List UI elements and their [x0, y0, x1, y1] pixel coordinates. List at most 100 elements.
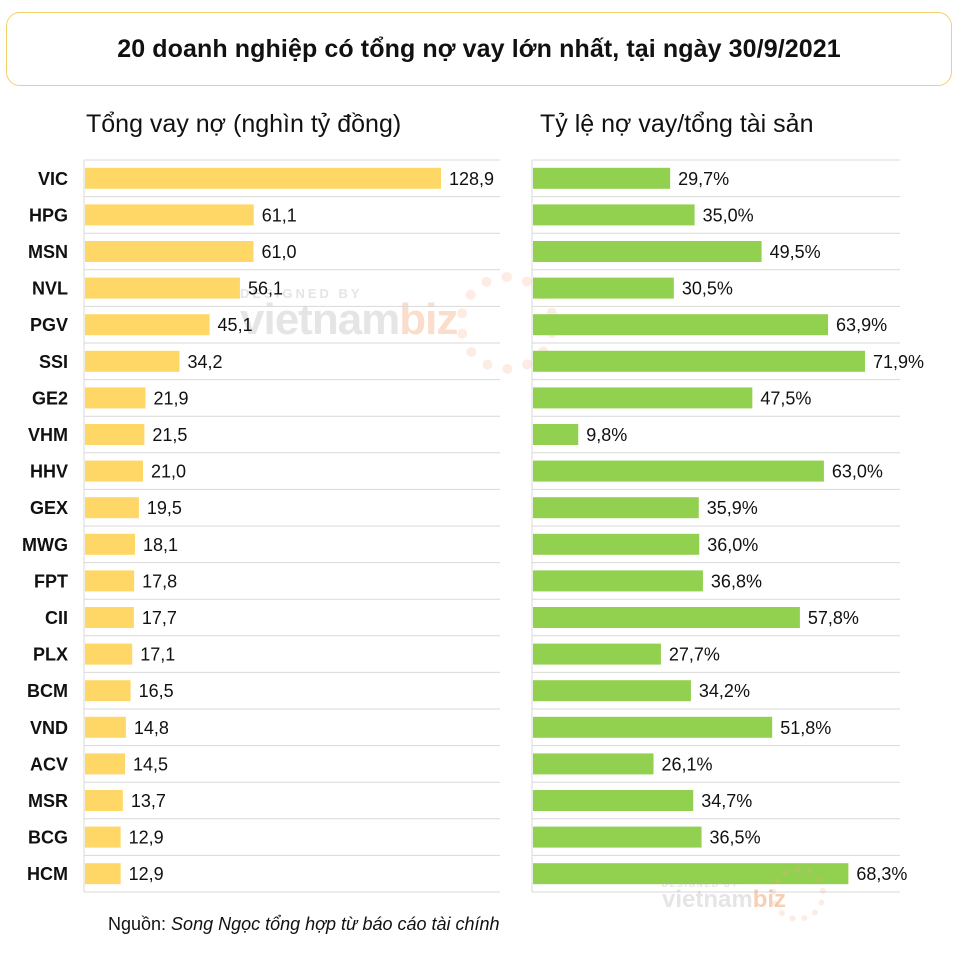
left-value-label: 16,5	[139, 681, 174, 701]
left-bar-fpt	[85, 570, 135, 592]
watermark-corner-ring	[770, 866, 826, 922]
source-note: Nguồn: Song Ngọc tổng hợp từ báo cáo tài…	[108, 914, 500, 935]
left-bar-msr	[85, 790, 123, 811]
right-bar-mwg	[533, 533, 700, 555]
left-bar-hpg	[85, 204, 254, 226]
category-label-gex: GEX	[30, 498, 68, 518]
category-label-plx: PLX	[33, 645, 68, 665]
left-bar-bcg	[85, 826, 121, 848]
left-value-label: 21,0	[151, 462, 186, 482]
category-label-bcm: BCM	[27, 681, 68, 701]
right-value-label: 49,5%	[770, 242, 821, 262]
left-bar-plx	[85, 643, 133, 665]
left-value-label: 61,0	[261, 242, 296, 262]
right-value-label: 57,8%	[808, 608, 859, 628]
chart-title-box: 20 doanh nghiệp có tổng nợ vay lớn nhất,…	[6, 12, 952, 86]
right-value-label: 27,7%	[669, 645, 720, 665]
left-bar-acv	[85, 753, 126, 775]
right-bar-acv	[533, 753, 654, 775]
left-bar-vnd	[85, 716, 126, 738]
source-text: Song Ngọc tổng hợp từ báo cáo tài chính	[171, 914, 500, 934]
right-value-label: 63,9%	[836, 315, 887, 335]
left-bar-vic	[85, 167, 441, 189]
category-label-vnd: VND	[30, 718, 68, 738]
category-label-pgv: PGV	[30, 315, 68, 335]
right-bar-vic	[533, 167, 671, 189]
left-bar-mwg	[85, 533, 135, 555]
right-bar-ge2	[533, 387, 753, 409]
right-value-label: 30,5%	[682, 279, 733, 299]
category-label-nvl: NVL	[32, 279, 68, 299]
right-value-label: 71,9%	[873, 352, 924, 372]
right-bar-ssi	[533, 350, 865, 372]
left-bar-hhv	[85, 460, 143, 482]
right-bar-msr	[533, 790, 694, 811]
left-value-label: 12,9	[129, 864, 164, 884]
left-value-label: 61,1	[262, 205, 297, 225]
left-value-label: 21,5	[152, 425, 187, 445]
left-value-label: 18,1	[143, 535, 178, 555]
right-panel-title: Tỷ lệ nợ vay/tổng tài sản	[540, 110, 814, 138]
left-value-label: 34,2	[187, 352, 222, 372]
left-value-label: 13,7	[131, 791, 166, 811]
right-bar-vnd	[533, 716, 773, 738]
right-value-label: 63,0%	[832, 462, 883, 482]
right-value-label: 36,8%	[711, 571, 762, 591]
source-prefix: Nguồn:	[108, 914, 172, 934]
left-value-label: 45,1	[218, 315, 253, 335]
right-bar-gex	[533, 497, 699, 519]
right-bar-msn	[533, 241, 762, 262]
right-bar-fpt	[533, 570, 703, 592]
category-label-hpg: HPG	[29, 205, 68, 225]
left-bar-ge2	[85, 387, 146, 409]
category-label-fpt: FPT	[34, 571, 68, 591]
left-value-label: 128,9	[449, 169, 494, 189]
chart-title: 20 doanh nghiệp có tổng nợ vay lớn nhất,…	[117, 34, 841, 63]
left-bar-gex	[85, 497, 139, 519]
left-value-label: 21,9	[153, 388, 188, 408]
left-value-label: 17,1	[140, 645, 175, 665]
left-bar-pgv	[85, 314, 210, 336]
right-bar-bcg	[533, 826, 702, 848]
category-label-hhv: HHV	[30, 462, 68, 482]
right-value-label: 36,5%	[710, 828, 761, 848]
category-label-acv: ACV	[30, 754, 68, 774]
left-value-label: 12,9	[129, 828, 164, 848]
right-bar-nvl	[533, 277, 674, 299]
right-value-label: 36,0%	[707, 535, 758, 555]
right-bar-pgv	[533, 314, 829, 336]
category-label-ge2: GE2	[32, 388, 68, 408]
left-bar-msn	[85, 241, 254, 262]
left-value-label: 17,8	[142, 571, 177, 591]
right-bar-hhv	[533, 460, 824, 482]
left-bar-ssi	[85, 350, 180, 372]
right-value-label: 51,8%	[780, 718, 831, 738]
category-label-msn: MSN	[28, 242, 68, 262]
right-bar-bcm	[533, 680, 691, 702]
right-value-label: 26,1%	[662, 754, 713, 774]
category-label-hcm: HCM	[27, 864, 68, 884]
left-panel-title: Tổng vay nợ (nghìn tỷ đồng)	[86, 110, 402, 138]
right-value-label: 35,9%	[707, 498, 758, 518]
right-value-label: 68,3%	[856, 864, 907, 884]
left-bar-hcm	[85, 863, 121, 885]
left-bar-bcm	[85, 680, 131, 702]
right-value-label: 47,5%	[760, 388, 811, 408]
right-bar-vhm	[533, 424, 579, 445]
right-bar-hpg	[533, 204, 695, 226]
left-value-label: 19,5	[147, 498, 182, 518]
left-value-label: 14,8	[134, 718, 169, 738]
right-bar-hcm	[533, 863, 849, 885]
right-value-label: 34,7%	[701, 791, 752, 811]
category-label-msr: MSR	[28, 791, 68, 811]
right-bar-cii	[533, 607, 800, 628]
right-value-label: 35,0%	[703, 205, 754, 225]
right-value-label: 29,7%	[678, 169, 729, 189]
right-bar-plx	[533, 643, 661, 665]
right-value-label: 34,2%	[699, 681, 750, 701]
left-bar-cii	[85, 607, 134, 628]
left-value-label: 56,1	[248, 279, 283, 299]
left-bar-vhm	[85, 424, 145, 445]
category-label-ssi: SSI	[39, 352, 68, 372]
